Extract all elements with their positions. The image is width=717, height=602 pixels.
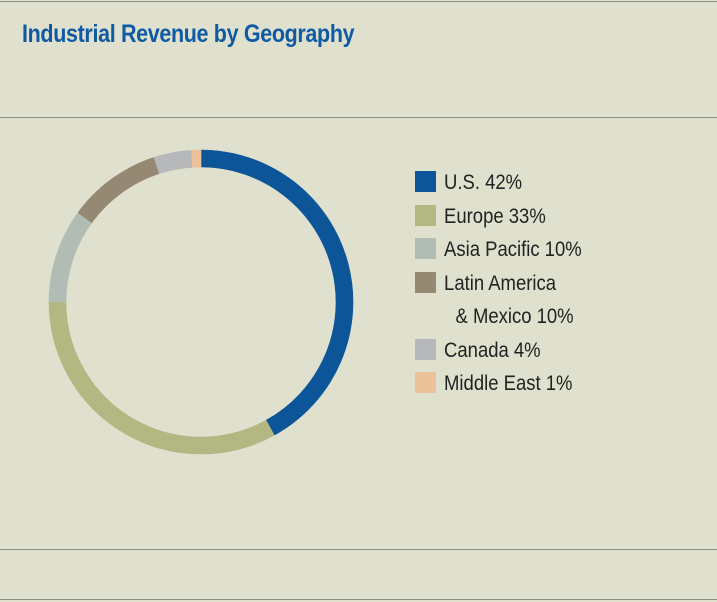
legend-swatch-us (415, 171, 436, 192)
legend-label-asia-pacific: Asia Pacific 10% (444, 238, 582, 261)
legend-item-middle-east: Middle East 1% (415, 367, 604, 401)
legend-label-latin-america-line2: & Mexico 10% (455, 305, 574, 328)
donut-chart (48, 149, 354, 455)
legend-item-latin-america: Latin America & Mexico 10% (415, 267, 604, 334)
donut-slice-us (200, 149, 354, 436)
donut-slice-canada (153, 149, 193, 174)
title-divider (0, 117, 717, 118)
end-divider (0, 599, 717, 600)
legend-swatch-asia-pacific (415, 238, 436, 259)
donut-slice-latin-america (77, 157, 160, 224)
legend-label-canada: Canada 4% (444, 338, 541, 362)
legend-label-middle-east: Middle East 1% (444, 372, 573, 395)
legend-swatch-latin-america (415, 271, 436, 293)
donut-slice-middle-east (191, 149, 202, 168)
legend-swatch-middle-east (415, 372, 436, 393)
legend-label-europe: Europe 33% (444, 204, 546, 228)
donut-slice-asia-pacific (48, 212, 93, 303)
legend-item-asia-pacific: Asia Pacific 10% (415, 233, 604, 267)
legend-label-us: U.S. 42% (444, 171, 523, 194)
donut-slice-europe (48, 301, 275, 455)
top-divider (0, 1, 717, 2)
legend-item-canada: Canada 4% (415, 334, 604, 368)
legend-swatch-europe (415, 204, 436, 226)
chart-title: Industrial Revenue by Geography (22, 20, 355, 48)
chart-legend: U.S. 42% Europe 33% Asia Pacific 10% Lat… (415, 166, 604, 401)
legend-item-europe: Europe 33% (415, 200, 604, 234)
legend-swatch-canada (415, 338, 436, 360)
legend-label-latin-america: Latin America (444, 271, 557, 295)
bottom-divider (0, 549, 717, 550)
legend-item-us: U.S. 42% (415, 166, 604, 200)
